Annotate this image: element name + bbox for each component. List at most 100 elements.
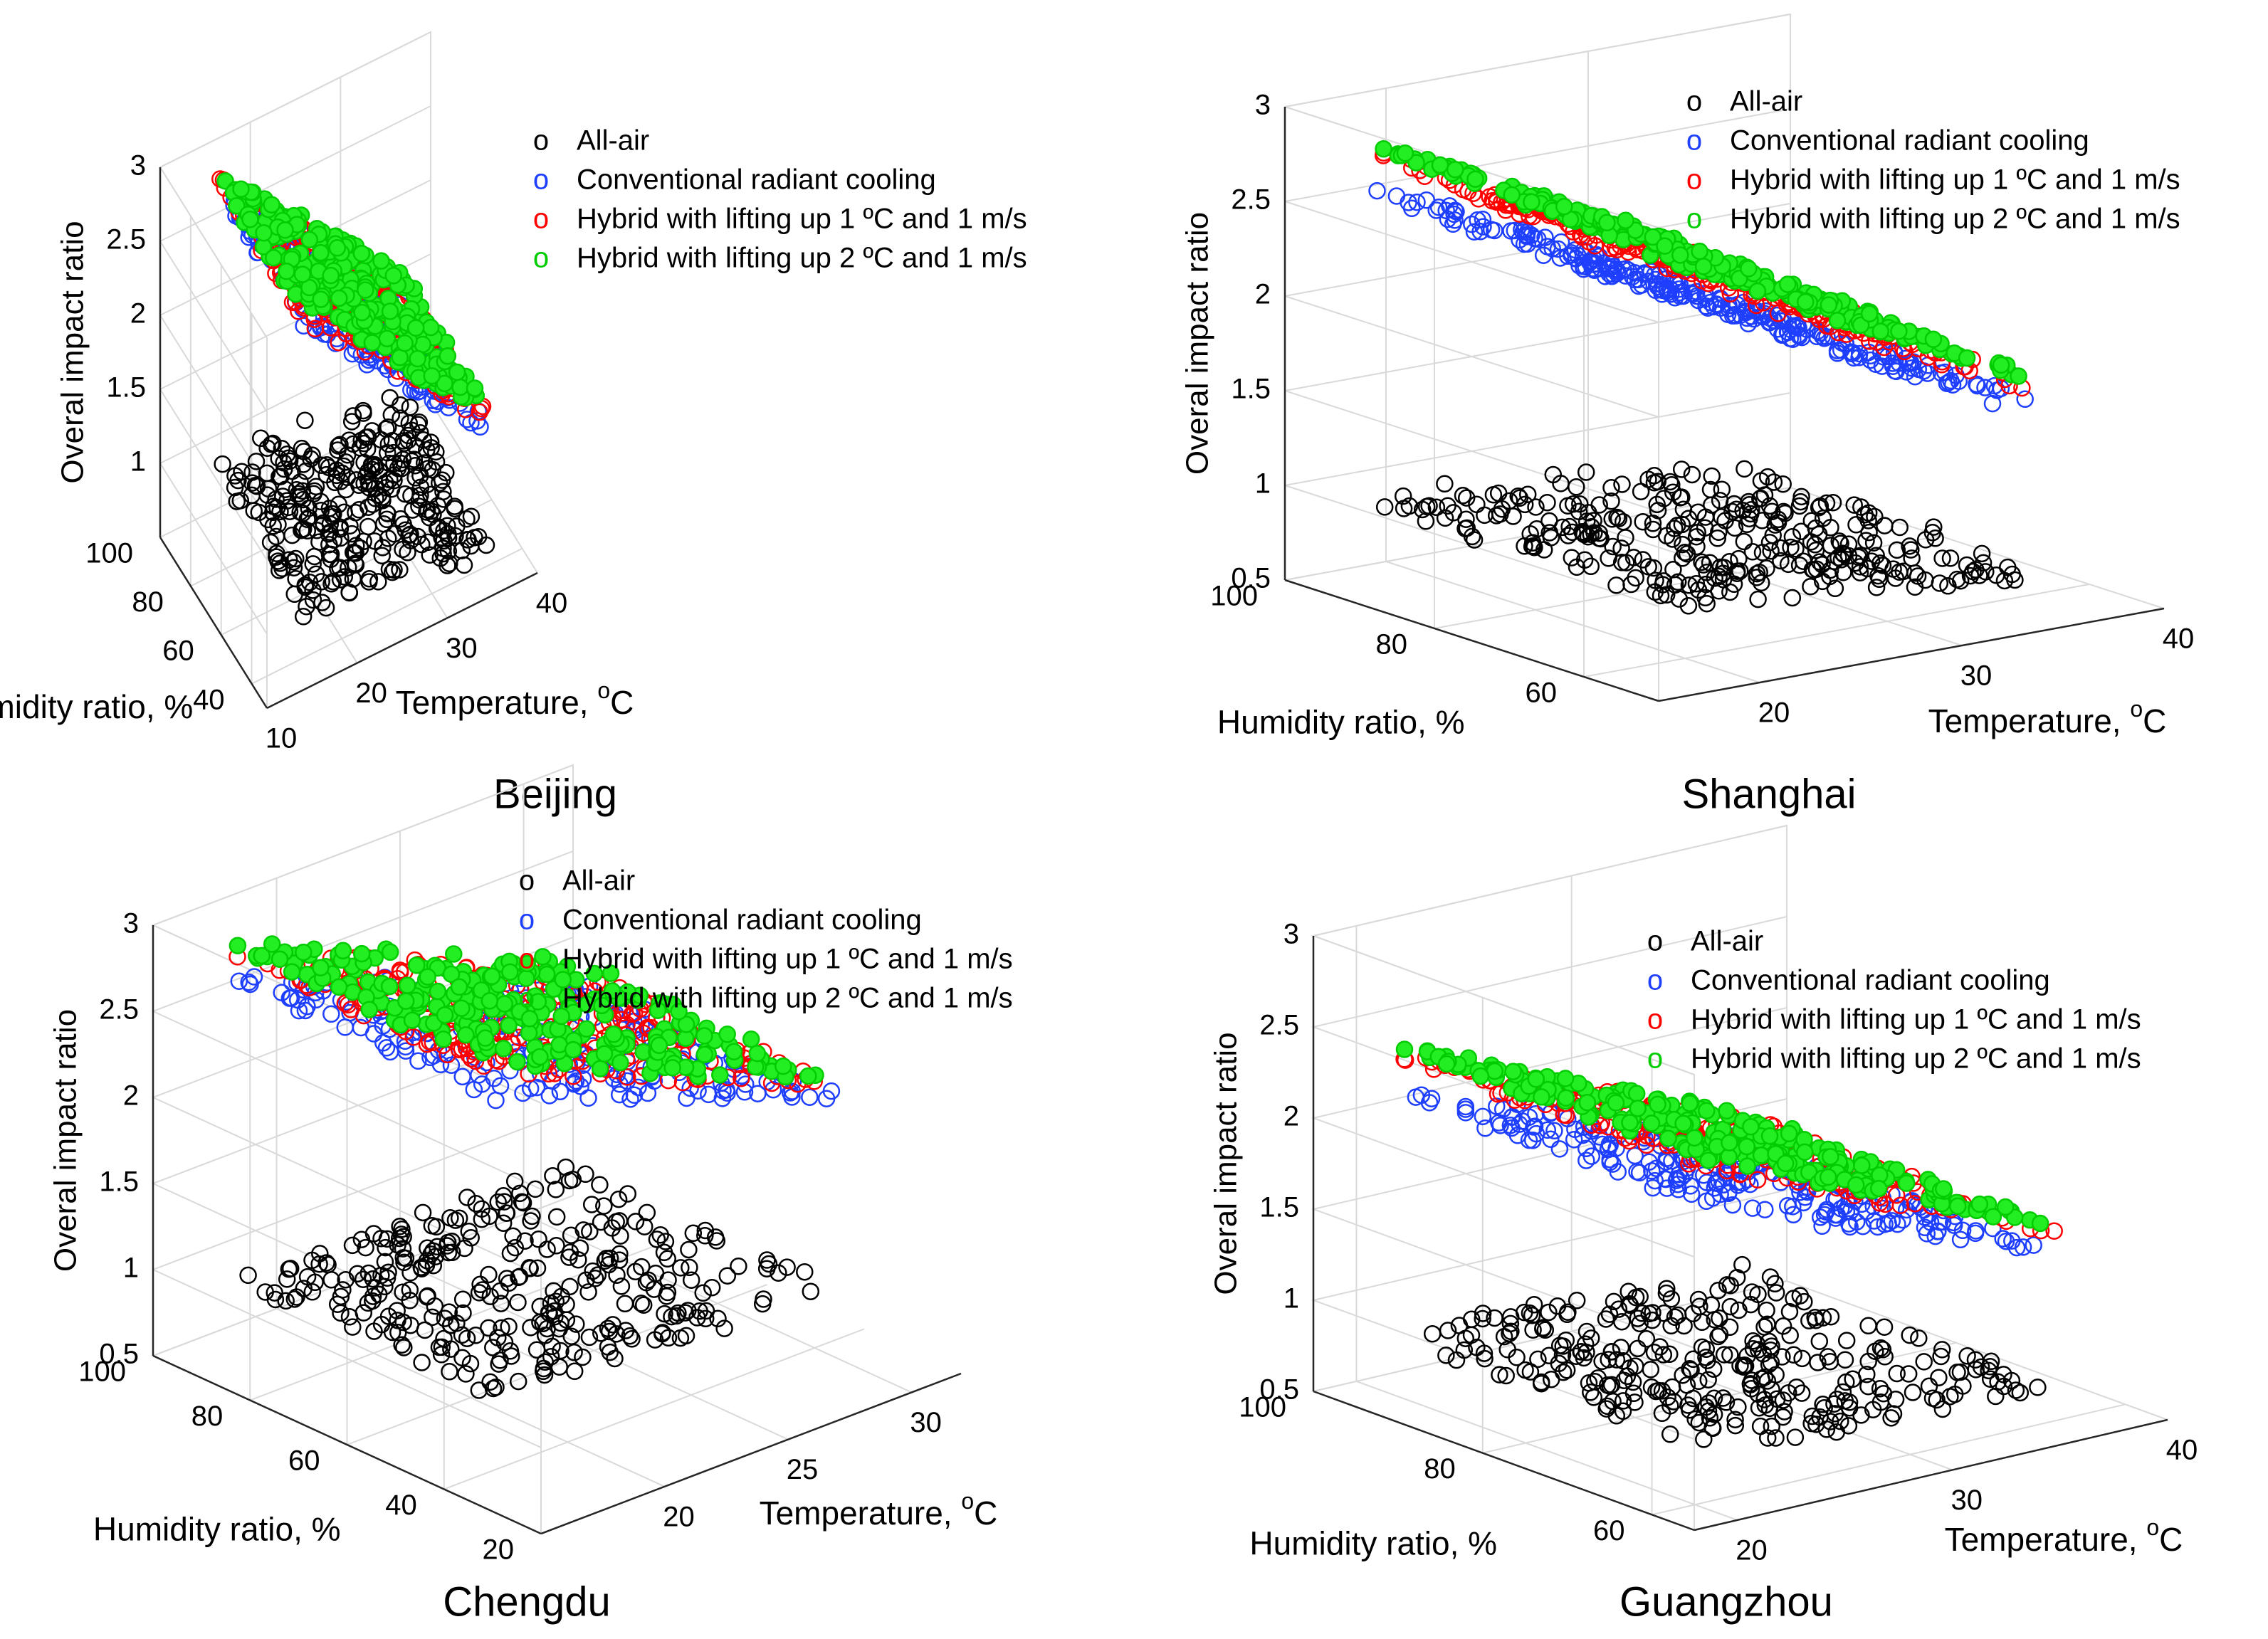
x-tick-label: 60 [288, 1445, 320, 1477]
data-point [331, 571, 350, 589]
x-tick-label: 80 [1424, 1453, 1456, 1485]
data-point [1604, 537, 1622, 556]
data-point [416, 1321, 434, 1339]
data-point [1511, 489, 1529, 507]
data-point [1822, 1148, 1839, 1166]
data-point [343, 344, 362, 363]
data-point [1427, 201, 1445, 219]
data-point [1674, 549, 1691, 567]
data-point [1446, 161, 1464, 179]
data-point [1587, 246, 1605, 264]
data-point [611, 1053, 629, 1072]
data-point [1977, 563, 1995, 581]
data-point [293, 439, 311, 458]
data-point [457, 1365, 475, 1383]
chart-title: Chengdu [443, 1579, 610, 1625]
data-point [1884, 560, 1902, 578]
z-tick-label: 1.5 [99, 1166, 139, 1198]
data-point [388, 1302, 406, 1319]
data-point [1687, 574, 1706, 593]
data-point [1557, 1089, 1575, 1107]
data-point [232, 180, 250, 198]
data-point [1540, 512, 1558, 530]
data-point [391, 1218, 409, 1235]
y-axis-label: Temperature, oC [1928, 696, 2167, 739]
data-point [247, 453, 266, 470]
data-point [1447, 203, 1465, 221]
data-point [1447, 1351, 1466, 1369]
data-point [1859, 1317, 1877, 1335]
data-point [1776, 504, 1794, 522]
data-point [1727, 307, 1745, 325]
data-point [1600, 549, 1617, 567]
data-point [749, 1085, 767, 1102]
data-point [1714, 564, 1732, 582]
data-point [601, 1343, 619, 1361]
z-axis-label: Overal impact ratio [48, 1009, 83, 1272]
z-tick-label: 1.5 [1231, 374, 1271, 405]
data-point [677, 1327, 695, 1345]
data-point [506, 1238, 525, 1257]
data-point [340, 583, 358, 601]
data-point [616, 1295, 634, 1313]
data-point [285, 553, 303, 571]
data-point [1887, 362, 1905, 381]
data-point [565, 1344, 583, 1361]
data-point [1884, 1405, 1903, 1423]
legend-marker: o [1686, 86, 1702, 117]
x-axis-label: Humidity ratio, % [93, 1511, 341, 1548]
data-point [1828, 312, 1847, 330]
data-point [288, 991, 307, 1009]
y-axis-label: Temperature, oC [1945, 1514, 2183, 1558]
legend-marker: o [1647, 965, 1663, 996]
data-point [363, 334, 382, 352]
data-point [610, 1085, 629, 1104]
data-point [1408, 193, 1426, 211]
data-point [1466, 170, 1484, 188]
data-point [1439, 497, 1456, 515]
data-point [1396, 144, 1414, 162]
z-tick-label: 3 [130, 150, 146, 181]
data-point [495, 995, 513, 1013]
data-point [1718, 1102, 1736, 1120]
data-point [580, 1328, 599, 1346]
data-point [453, 1068, 471, 1086]
data-point [377, 1039, 396, 1057]
humidity-axis-line [159, 537, 268, 709]
data-point [696, 1227, 714, 1245]
data-point [429, 497, 447, 515]
data-point [1926, 529, 1944, 547]
data-point [1654, 281, 1672, 300]
data-point [538, 1240, 556, 1258]
data-point [454, 1304, 472, 1322]
data-point [363, 1292, 382, 1310]
data-point [462, 507, 481, 525]
legend-label: Hybrid with lifting up 1 ºC and 1 m/s [1691, 1004, 2141, 1035]
data-point [406, 319, 425, 337]
data-point [1698, 1102, 1716, 1119]
legend-marker: o [533, 125, 549, 157]
data-point [1942, 371, 1960, 390]
z-tick-label: 1 [130, 446, 146, 478]
data-point [256, 1283, 274, 1301]
data-point [366, 532, 384, 550]
data-point [357, 1238, 374, 1257]
y-tick-label: 30 [1960, 660, 1993, 692]
data-point [231, 492, 250, 510]
data-point [343, 1236, 362, 1255]
temperature-axis-line [1694, 1418, 2168, 1532]
data-point [487, 1378, 505, 1396]
data-point [725, 1043, 743, 1060]
data-point [1686, 1410, 1704, 1428]
data-point [501, 1244, 520, 1263]
data-point [1819, 1168, 1837, 1186]
data-point [619, 1068, 636, 1086]
data-point [1476, 506, 1493, 525]
y-axis-label: Temperature, oC [396, 678, 634, 721]
data-point [1874, 1384, 1893, 1403]
legend-marker: o [1647, 1004, 1663, 1035]
data-point [1656, 237, 1674, 255]
